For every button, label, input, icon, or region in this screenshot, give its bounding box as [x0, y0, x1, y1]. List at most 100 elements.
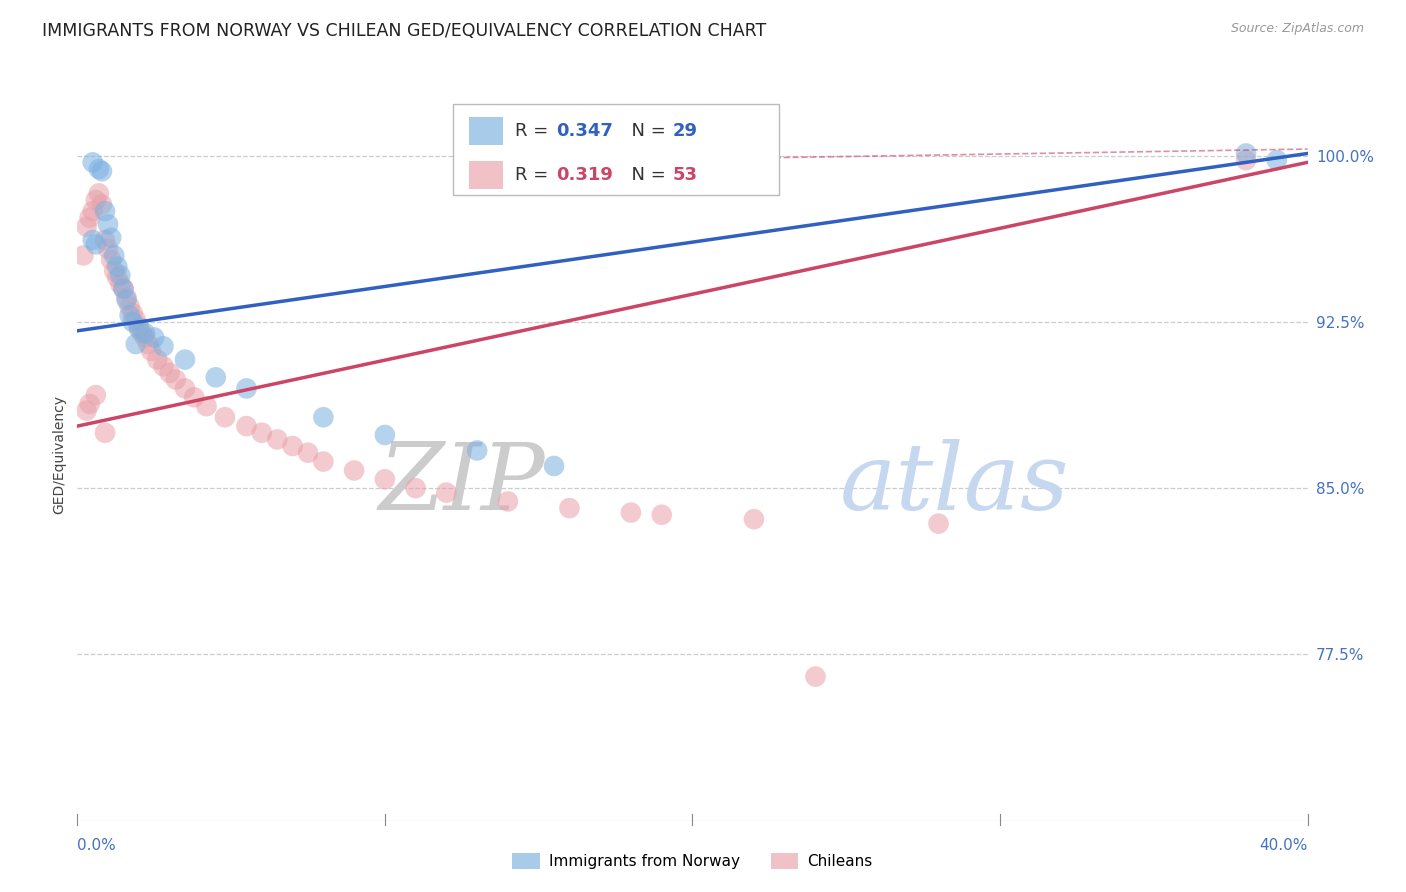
Point: [128, 319, 150, 334]
Point: [97, 242, 120, 256]
Point: [174, 352, 197, 367]
Point: [79, 397, 101, 411]
Point: [115, 291, 138, 305]
Point: [742, 512, 765, 526]
Text: 40.0%: 40.0%: [1260, 838, 1308, 854]
Point: [97, 218, 120, 232]
Text: R =: R =: [516, 166, 554, 184]
Text: atlas: atlas: [841, 439, 1070, 529]
Point: [136, 337, 159, 351]
Point: [121, 306, 143, 320]
Point: [110, 277, 132, 292]
Point: [105, 270, 128, 285]
Point: [436, 485, 458, 500]
Point: [103, 248, 125, 262]
Point: [131, 326, 153, 340]
Point: [100, 230, 122, 244]
Point: [82, 204, 104, 219]
Point: [496, 494, 519, 508]
Point: [235, 419, 257, 434]
Point: [128, 321, 150, 335]
Point: [79, 211, 101, 225]
Text: N =: N =: [620, 122, 672, 140]
Point: [165, 373, 187, 387]
Point: [651, 508, 673, 522]
Point: [87, 186, 110, 201]
Point: [405, 481, 427, 495]
Point: [281, 439, 304, 453]
Point: [297, 446, 319, 460]
Text: Source: ZipAtlas.com: Source: ZipAtlas.com: [1230, 22, 1364, 36]
Point: [195, 399, 218, 413]
Point: [1234, 153, 1257, 168]
Text: 0.347: 0.347: [555, 122, 613, 140]
Point: [112, 282, 135, 296]
Text: N =: N =: [620, 166, 672, 184]
Point: [103, 264, 125, 278]
FancyBboxPatch shape: [468, 161, 503, 189]
Point: [146, 352, 169, 367]
Point: [174, 381, 197, 395]
Point: [84, 193, 107, 207]
Point: [804, 669, 827, 683]
FancyBboxPatch shape: [468, 118, 503, 145]
Point: [141, 343, 163, 358]
Text: R =: R =: [516, 122, 554, 140]
Point: [125, 337, 148, 351]
Point: [235, 381, 257, 395]
Point: [118, 300, 141, 314]
Point: [465, 443, 488, 458]
Point: [312, 410, 335, 425]
Text: 0.319: 0.319: [555, 166, 613, 184]
Point: [183, 390, 205, 404]
Point: [343, 463, 366, 477]
Point: [115, 293, 138, 307]
Legend: Immigrants from Norway, Chileans: Immigrants from Norway, Chileans: [506, 847, 879, 875]
Point: [312, 454, 335, 468]
Text: 0.0%: 0.0%: [77, 838, 117, 854]
Point: [94, 425, 117, 440]
Point: [84, 388, 107, 402]
Point: [121, 315, 143, 329]
Point: [94, 233, 117, 247]
Point: [100, 252, 122, 267]
Text: 29: 29: [673, 122, 697, 140]
Point: [82, 155, 104, 169]
Point: [87, 161, 110, 176]
Point: [82, 233, 104, 247]
Point: [266, 433, 288, 447]
Point: [125, 312, 148, 326]
Point: [620, 506, 643, 520]
Point: [558, 501, 581, 516]
Point: [928, 516, 950, 531]
Point: [374, 428, 396, 442]
Point: [90, 197, 114, 211]
Text: ZIP: ZIP: [378, 439, 546, 529]
Point: [76, 219, 98, 234]
Point: [1234, 146, 1257, 161]
Point: [1265, 153, 1288, 168]
Point: [214, 410, 236, 425]
Point: [159, 366, 181, 380]
Point: [84, 237, 107, 252]
Point: [374, 472, 396, 486]
Point: [134, 330, 156, 344]
Point: [76, 403, 98, 417]
FancyBboxPatch shape: [453, 103, 779, 195]
Point: [118, 308, 141, 322]
Point: [72, 248, 94, 262]
Text: 53: 53: [673, 166, 697, 184]
Y-axis label: GED/Equivalency: GED/Equivalency: [52, 395, 66, 515]
Point: [152, 359, 174, 374]
Point: [110, 268, 132, 283]
Point: [543, 458, 565, 473]
Point: [204, 370, 226, 384]
Text: IMMIGRANTS FROM NORWAY VS CHILEAN GED/EQUIVALENCY CORRELATION CHART: IMMIGRANTS FROM NORWAY VS CHILEAN GED/EQ…: [42, 22, 766, 40]
Point: [250, 425, 273, 440]
Point: [90, 164, 114, 178]
Point: [152, 339, 174, 353]
Point: [112, 282, 135, 296]
Point: [143, 330, 166, 344]
Point: [134, 326, 156, 340]
Point: [94, 204, 117, 219]
